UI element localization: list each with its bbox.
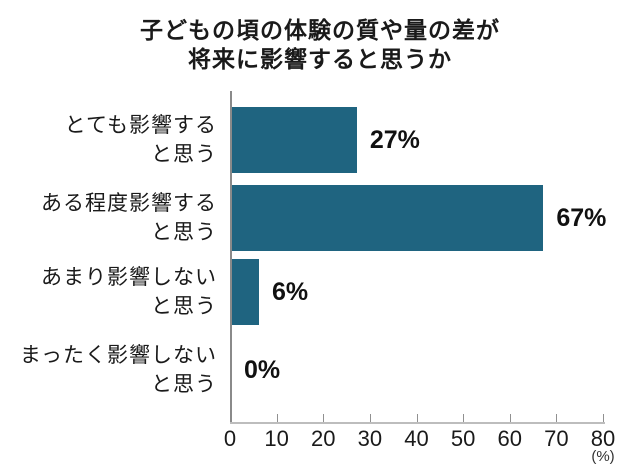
value-label: 67%: [556, 204, 607, 232]
chart-title-line-2: 将来に影響すると思うか: [188, 46, 452, 72]
x-axis-tick-label: 40: [404, 426, 429, 451]
x-axis-tick-label: 60: [497, 426, 522, 451]
y-axis-line: [230, 91, 232, 422]
category-label-line: と思う: [151, 373, 217, 396]
category-label-line: と思う: [151, 295, 217, 318]
x-axis-tick-mark: [556, 414, 558, 422]
x-axis-tick-mark: [276, 414, 278, 422]
chart-title: 子どもの頃の体験の質や量の差が 将来に影響すると思うか: [0, 16, 640, 74]
value-label: 27%: [369, 126, 420, 154]
category-label: ある程度影響すると思う: [0, 189, 217, 247]
x-axis-tick-label: 10: [264, 426, 289, 451]
category-label: とても影響すると思う: [0, 111, 217, 169]
x-axis-tick-mark: [369, 414, 371, 422]
x-axis-tick-label: 80: [590, 426, 616, 451]
category-label-line: あまり影響しない: [41, 266, 217, 289]
x-axis-tick-label: 50: [450, 426, 476, 451]
x-axis-unit-label: (%): [591, 448, 615, 465]
value-label: 6%: [271, 278, 309, 306]
chart-title-line-1: 子どもの頃の体験の質や量の差が: [140, 17, 500, 43]
x-axis-tick-mark: [603, 414, 604, 422]
category-label: あまり影響しないと思う: [0, 263, 217, 321]
x-axis-tick-mark: [463, 414, 465, 422]
value-label: 0%: [244, 356, 281, 384]
category-label-line: と思う: [151, 221, 217, 244]
category-label-line: と思う: [151, 143, 217, 166]
category-label-line: ある程度影響する: [41, 192, 217, 215]
bar: [231, 185, 544, 251]
x-axis-tick-mark: [416, 414, 418, 422]
x-axis-tick-label: 70: [544, 426, 569, 451]
x-axis-tick-mark: [509, 414, 511, 422]
x-axis-line: [230, 422, 605, 424]
x-axis-tick-label: 30: [357, 426, 383, 451]
x-axis-tick-label: 0: [223, 426, 237, 451]
category-label-line: とても影響する: [64, 114, 217, 137]
x-axis-tick-label: 20: [311, 426, 336, 451]
category-label-line: まったく影響しない: [19, 344, 217, 367]
category-label: まったく影響しないと思う: [0, 341, 217, 399]
bar: [231, 107, 357, 173]
bar: [231, 259, 259, 325]
x-axis-tick-mark: [323, 414, 325, 422]
